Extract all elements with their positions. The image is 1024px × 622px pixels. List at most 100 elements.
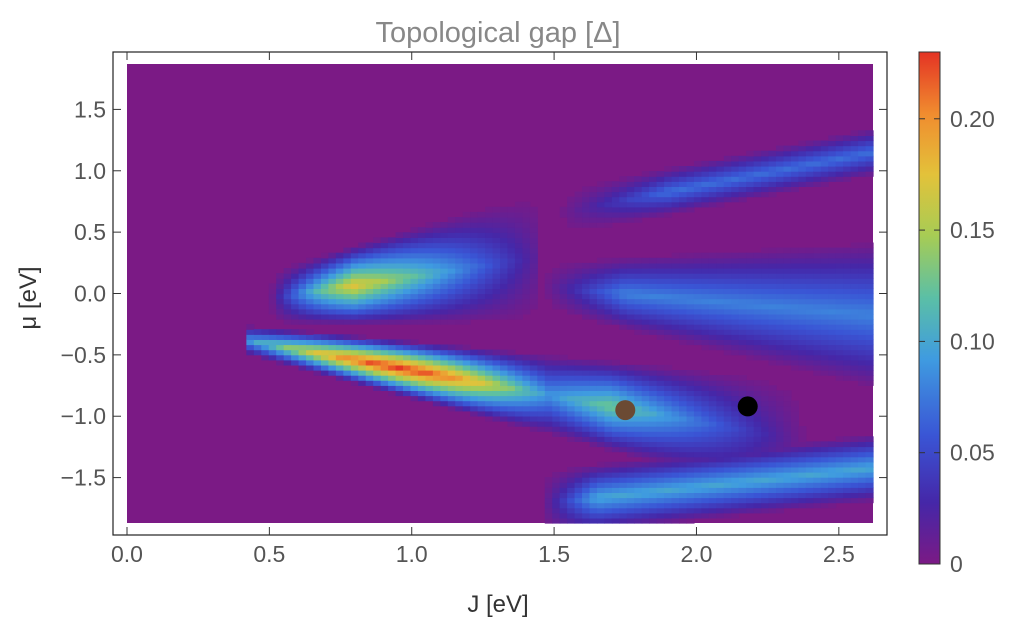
heatmap-cell <box>395 313 404 320</box>
heatmap-cell <box>477 400 486 407</box>
heatmap-cell <box>634 211 643 218</box>
heatmap-cell <box>388 252 397 259</box>
heatmap-cell <box>805 364 814 371</box>
heatmap-cell <box>708 181 717 187</box>
heatmap-cell <box>701 410 710 417</box>
heatmap-cell <box>589 186 598 193</box>
heatmap-cell <box>604 415 613 422</box>
heatmap-cell <box>708 431 717 437</box>
heatmap-cell <box>656 370 665 376</box>
heatmap-cell <box>477 390 486 397</box>
heatmap-cell <box>447 217 456 223</box>
heatmap-cell <box>373 262 382 269</box>
heatmap-cell <box>679 313 688 320</box>
heatmap-cell <box>835 313 844 320</box>
heatmap-cell <box>865 466 874 473</box>
heatmap-cell <box>641 482 650 488</box>
heatmap-cell <box>850 273 859 279</box>
heatmap-cell <box>574 405 583 412</box>
heatmap-cell <box>768 150 777 157</box>
heatmap-cell <box>768 415 777 422</box>
heatmap-cell <box>544 395 553 402</box>
heatmap-cell <box>634 319 643 325</box>
heatmap-cell <box>693 252 703 259</box>
heatmap-cell <box>626 446 635 453</box>
heatmap-cell <box>567 196 576 203</box>
heatmap-cell <box>679 497 688 504</box>
heatmap-cell <box>813 359 822 366</box>
heatmap-cell <box>522 364 531 371</box>
heatmap-cell <box>298 334 307 340</box>
heatmap-cell <box>686 451 695 458</box>
heatmap-cell <box>507 262 516 269</box>
heatmap-cell <box>544 375 553 381</box>
heatmap-cell <box>768 466 777 473</box>
heatmap-cell <box>679 375 688 381</box>
heatmap-cell <box>693 201 703 208</box>
heatmap-cell <box>574 390 583 397</box>
heatmap-cell <box>328 364 337 371</box>
heatmap-cell <box>641 257 650 264</box>
heatmap-cell <box>693 492 703 499</box>
heatmap-cell <box>664 313 673 320</box>
heatmap-cell <box>477 380 486 386</box>
heatmap-cell <box>485 217 494 223</box>
heatmap-cell <box>835 257 844 264</box>
heatmap-cell <box>790 145 799 152</box>
heatmap-cell <box>335 349 344 356</box>
heatmap-cell <box>507 283 516 289</box>
heatmap-cell <box>522 201 531 208</box>
heatmap-cell <box>447 380 456 386</box>
heatmap-cell <box>604 319 613 325</box>
heatmap-cell <box>798 298 807 305</box>
heatmap-cell <box>783 288 792 295</box>
heatmap-cell <box>291 339 300 346</box>
heatmap-cell <box>671 191 680 198</box>
heatmap-cell <box>373 308 382 315</box>
heatmap-cell <box>559 507 568 514</box>
heatmap-cell <box>850 477 859 483</box>
heatmap-cell <box>626 324 635 330</box>
heatmap-cell <box>596 477 606 483</box>
heatmap-cell <box>753 461 762 468</box>
heatmap-cell <box>432 232 441 238</box>
heatmap-cell <box>328 334 337 340</box>
heatmap-cell <box>477 257 486 264</box>
heatmap-cell <box>746 461 755 468</box>
heatmap-cell <box>432 283 441 289</box>
heatmap-cell <box>671 497 680 504</box>
heatmap-cell <box>477 405 486 412</box>
heatmap-cell <box>693 278 703 284</box>
x-tick-label: 1.0 <box>396 541 428 567</box>
heatmap-cell <box>828 456 837 463</box>
heatmap-cell <box>447 252 456 259</box>
heatmap-cell <box>626 390 635 397</box>
heatmap-cell <box>365 354 374 361</box>
heatmap-cell <box>776 456 785 463</box>
heatmap-cell <box>455 252 464 259</box>
heatmap-cell <box>514 380 523 386</box>
heatmap-cell <box>783 400 792 407</box>
heatmap-cell <box>813 150 822 157</box>
heatmap-cell <box>649 507 658 514</box>
heatmap-cell <box>858 451 867 458</box>
heatmap-cell <box>589 196 598 203</box>
heatmap-cell <box>746 334 755 340</box>
heatmap-cell <box>596 441 606 448</box>
heatmap-cell <box>261 329 270 335</box>
heatmap-cell <box>731 278 740 284</box>
heatmap-cell <box>283 293 292 300</box>
heatmap-cell <box>746 339 755 346</box>
heatmap-cell <box>507 268 516 274</box>
heatmap-cell <box>455 257 464 264</box>
heatmap-cell <box>664 385 673 391</box>
heatmap-cell <box>850 135 859 142</box>
heatmap-cell <box>462 364 471 371</box>
heatmap-cell <box>708 283 717 289</box>
heatmap-cell <box>626 507 635 514</box>
heatmap-cell <box>455 303 464 310</box>
heatmap-cell <box>738 451 747 458</box>
heatmap-cell <box>582 436 591 442</box>
heatmap-cell <box>693 446 703 453</box>
heatmap-cell <box>820 349 829 356</box>
